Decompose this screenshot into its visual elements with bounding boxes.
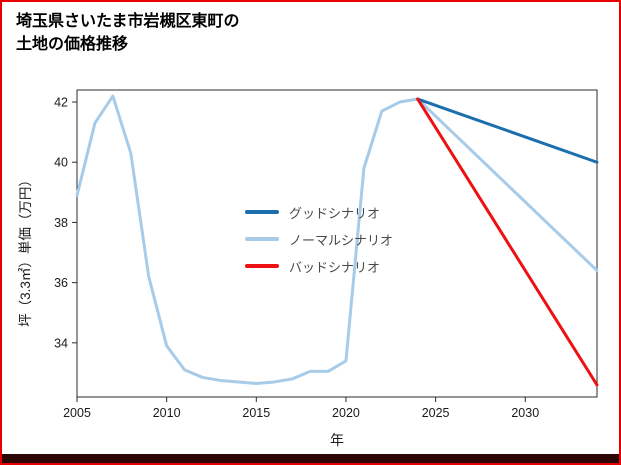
svg-text:2020: 2020 — [332, 406, 360, 420]
svg-text:2015: 2015 — [242, 406, 270, 420]
page-title: 埼玉県さいたま市岩槻区東町の 土地の価格推移 — [16, 10, 240, 56]
bottom-window-edge — [2, 454, 619, 463]
y-axis-label: 坪（3.3㎡）単価（万円） — [18, 173, 33, 327]
svg-text:2010: 2010 — [153, 406, 181, 420]
x-axis-label: 年 — [330, 432, 344, 448]
legend-swatch-bad-scenario — [245, 264, 279, 268]
svg-text:40: 40 — [54, 156, 68, 170]
page-title-line1: 埼玉県さいたま市岩槻区東町の — [16, 13, 240, 30]
svg-text:36: 36 — [54, 276, 68, 290]
svg-text:2005: 2005 — [63, 406, 91, 420]
page-title-line2: 土地の価格推移 — [16, 36, 129, 54]
legend-swatch-good-scenario — [245, 210, 279, 214]
legend-item-good: グッドシナリオ — [245, 203, 393, 221]
svg-text:2025: 2025 — [422, 406, 450, 420]
svg-text:34: 34 — [54, 336, 68, 350]
legend-item-bad: バッドシナリオ — [245, 257, 393, 275]
svg-text:42: 42 — [54, 96, 68, 110]
svg-text:2030: 2030 — [511, 406, 539, 420]
legend-label-good-scenario: グッドシナリオ — [289, 205, 381, 221]
chart-legend: グッドシナリオ ノーマルシナリオ バッドシナリオ — [245, 203, 393, 284]
svg-text:38: 38 — [54, 216, 68, 230]
legend-label-bad-scenario: バッドシナリオ — [289, 259, 381, 275]
legend-swatch-normal-scenario — [245, 237, 279, 241]
legend-label-normal-scenario: ノーマルシナリオ — [289, 232, 394, 248]
legend-item-normal: ノーマルシナリオ — [245, 230, 393, 248]
